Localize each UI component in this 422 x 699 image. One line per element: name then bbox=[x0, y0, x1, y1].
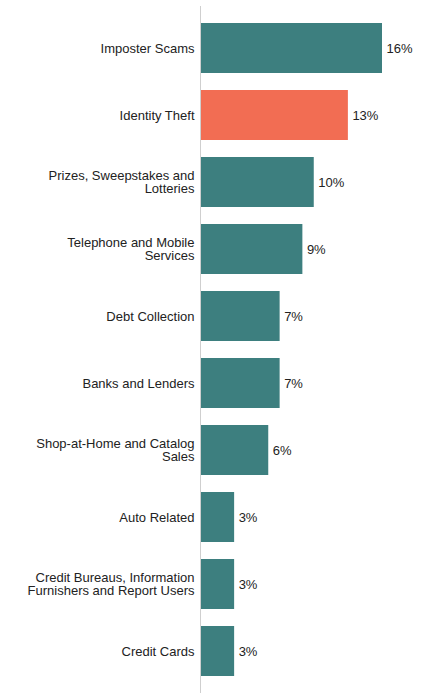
svg-text:3%: 3% bbox=[239, 577, 258, 592]
svg-text:7%: 7% bbox=[284, 309, 303, 324]
svg-text:Credit Bureaus, InformationFur: Credit Bureaus, InformationFurnishers an… bbox=[28, 570, 195, 598]
svg-text:Prizes, Sweepstakes andLotteri: Prizes, Sweepstakes andLotteries bbox=[49, 168, 195, 196]
svg-text:3%: 3% bbox=[239, 644, 258, 659]
svg-text:Imposter Scams: Imposter Scams bbox=[101, 41, 195, 56]
svg-text:Debt Collection: Debt Collection bbox=[106, 309, 194, 324]
svg-text:Identity Theft: Identity Theft bbox=[120, 108, 195, 123]
svg-text:10%: 10% bbox=[318, 175, 344, 190]
svg-text:Shop-at-Home and CatalogSales: Shop-at-Home and CatalogSales bbox=[36, 436, 195, 464]
svg-text:Auto Related: Auto Related bbox=[119, 510, 194, 525]
svg-text:Telephone and MobileServices: Telephone and MobileServices bbox=[67, 235, 195, 263]
svg-text:Credit Cards: Credit Cards bbox=[122, 644, 195, 659]
svg-text:Banks and Lenders: Banks and Lenders bbox=[82, 376, 195, 391]
svg-text:9%: 9% bbox=[307, 242, 326, 257]
svg-text:3%: 3% bbox=[239, 510, 258, 525]
svg-text:13%: 13% bbox=[352, 108, 378, 123]
svg-text:7%: 7% bbox=[284, 376, 303, 391]
svg-text:16%: 16% bbox=[387, 41, 413, 56]
svg-text:6%: 6% bbox=[273, 443, 292, 458]
